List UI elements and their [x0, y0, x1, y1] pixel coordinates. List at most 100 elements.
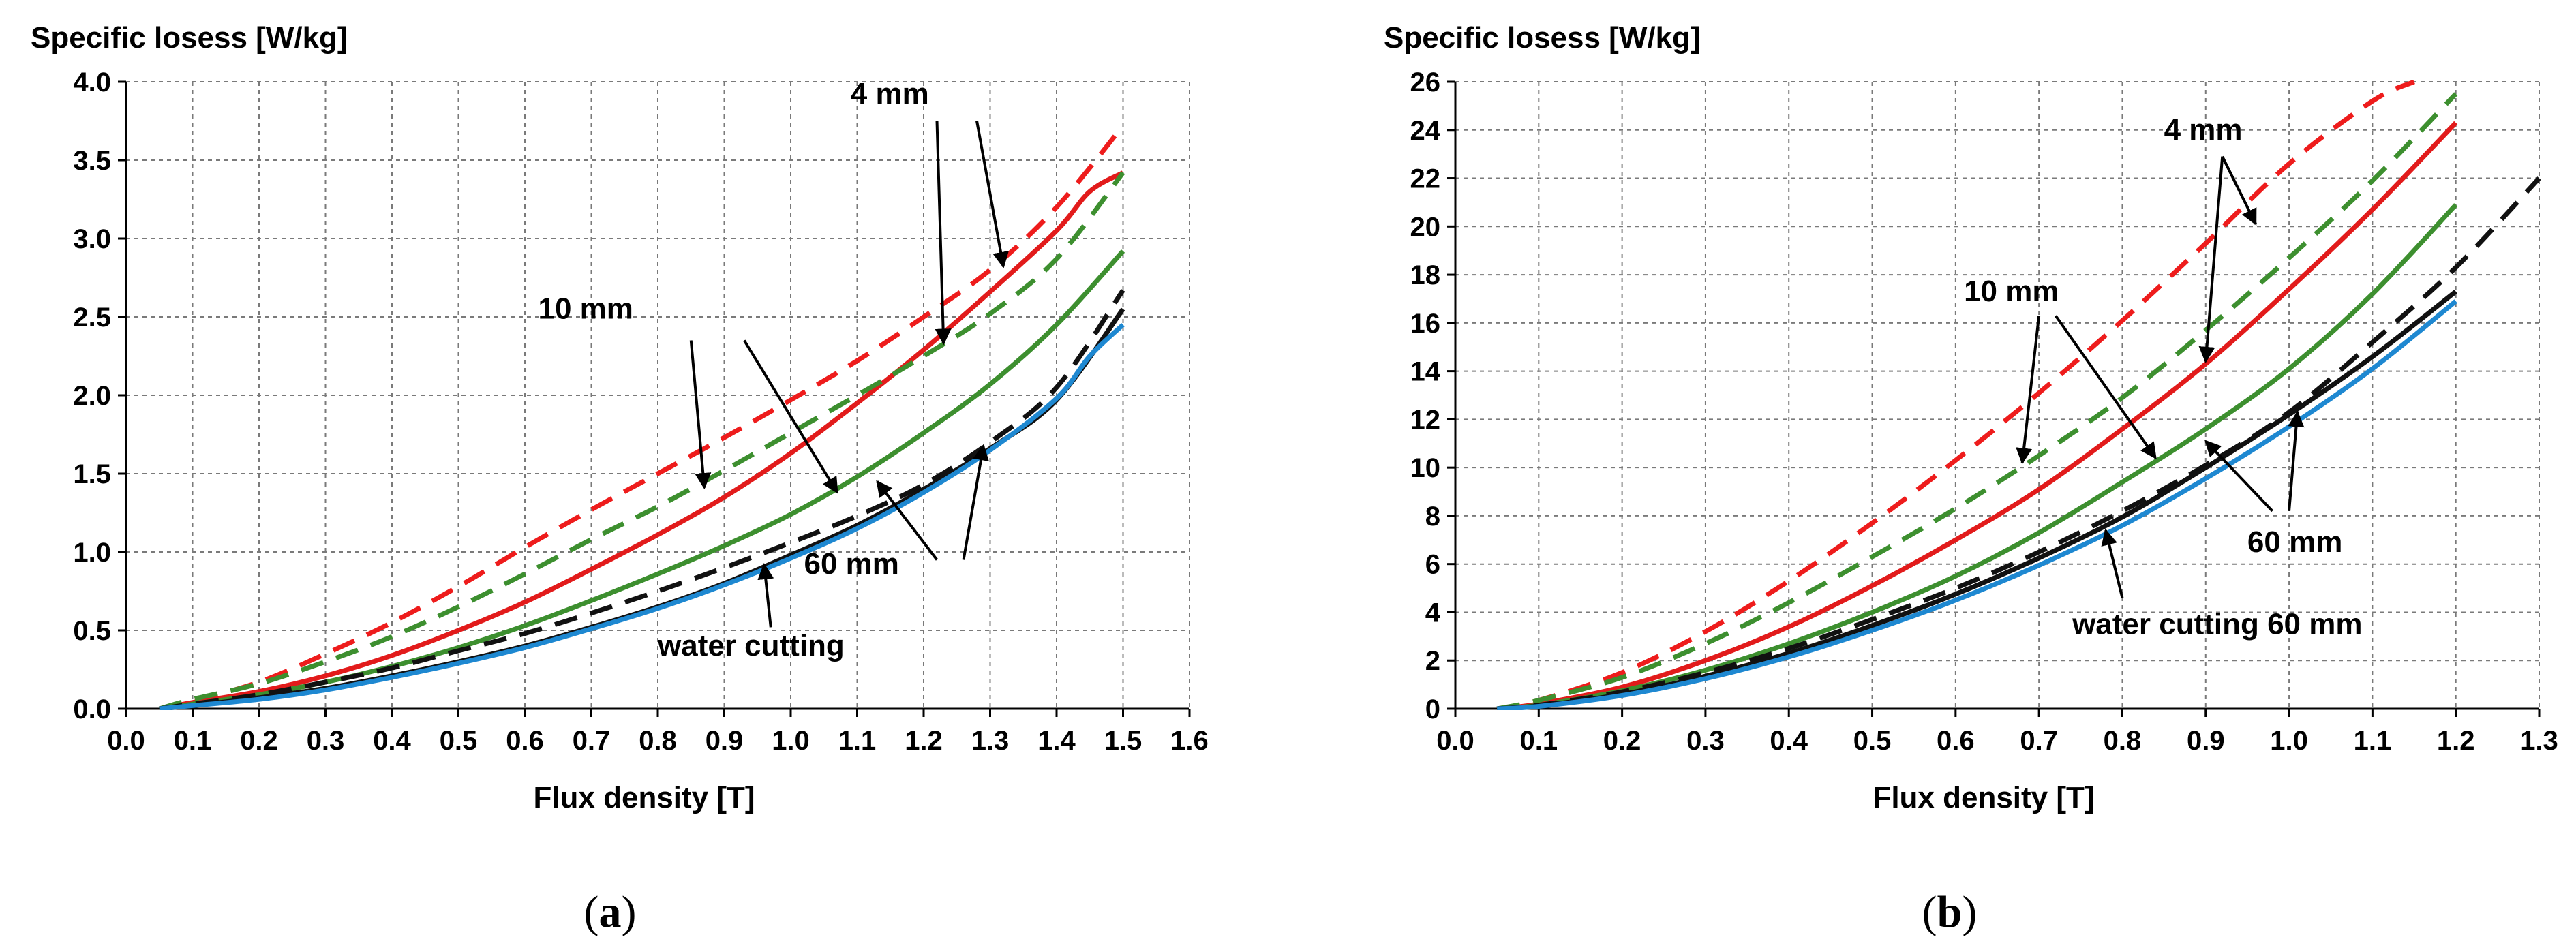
- x-tick-label: 1.3: [2520, 726, 2558, 756]
- series-group: [1496, 80, 2541, 710]
- annotation-arrow: [975, 121, 1009, 268]
- chart-panel-b: 0.0 0.1 0.2 0.3 0.4 0.5 0.6 0.7 0.8 0.9 1.0 1.1 1.2 1…: [1384, 21, 2558, 937]
- y-tick-label: 0: [1425, 694, 1440, 724]
- x-axis-label: Flux density [T]: [533, 781, 755, 814]
- y-tick-label: 3.5: [73, 146, 111, 176]
- x-tick-label: 0.8: [2104, 726, 2142, 756]
- y-tick-label: 2.0: [73, 381, 111, 411]
- y-tick-label: 18: [1410, 260, 1441, 290]
- x-tick-label: 0.9: [706, 726, 744, 756]
- series-line-0: [1496, 80, 2415, 710]
- annotation-1: 10 mm: [539, 292, 838, 494]
- annotation-arrow: [2221, 155, 2257, 226]
- annotation-arrow: [743, 339, 838, 494]
- x-tick-label: 1.4: [1037, 726, 1076, 756]
- x-tick-label: 1.1: [2354, 726, 2392, 756]
- annotation-label: 4 mm: [2164, 113, 2243, 147]
- annotation-arrow: [2054, 315, 2157, 459]
- x-tick-label: 0.5: [1853, 726, 1892, 756]
- x-tick-label: 1.3: [971, 726, 1010, 756]
- chart-title: Specific losess [W/kg]: [1384, 21, 1701, 55]
- x-tick-label: 0.8: [639, 726, 677, 756]
- x-tick-label: 0.3: [307, 726, 345, 756]
- annotation-0: 4 mm: [2164, 113, 2257, 363]
- chart-title: Specific losess [W/kg]: [31, 21, 348, 55]
- y-tick-label: 1.0: [73, 538, 111, 568]
- annotation-arrow: [689, 340, 712, 490]
- x-tick-label: 0.4: [373, 726, 411, 756]
- series-line-4: [159, 288, 1125, 710]
- x-tick-label: 0.2: [1603, 726, 1641, 756]
- annotation-arrow: [2288, 410, 2305, 512]
- y-tick-label: 3.0: [73, 224, 111, 254]
- annotation-arrow: [962, 444, 989, 560]
- annotation-1: 10 mm: [1964, 275, 2157, 465]
- x-tick-label: 0.3: [1686, 726, 1725, 756]
- series-line-1: [1496, 121, 2458, 710]
- x-tick-label: 1.2: [2437, 726, 2475, 756]
- y-tick-label: 0.0: [73, 694, 111, 724]
- panel-caption: (a): [584, 887, 637, 937]
- y-tick-label: 8: [1425, 502, 1440, 532]
- y-tick-label: 24: [1410, 116, 1441, 146]
- panel-caption-letter: b: [1937, 887, 1963, 937]
- annotation-3: water cutting: [657, 563, 845, 662]
- y-tick-label: 16: [1410, 309, 1441, 339]
- series-line-4: [1496, 176, 2541, 710]
- annotation-2: 60 mm: [2204, 410, 2342, 559]
- series-line-0: [159, 124, 1125, 710]
- x-tick-label: 1.1: [838, 726, 877, 756]
- annotation-label: 10 mm: [1964, 275, 2059, 308]
- x-tick-label: 1.6: [1170, 726, 1209, 756]
- x-tick-label: 1.5: [1104, 726, 1142, 756]
- x-tick-label: 0.5: [440, 726, 478, 756]
- chart-panel-a: 0.0 0.1 0.2 0.3 0.4 0.5 0.6 0.7 0.8 0.9 1.0 1.1 1.2 1…: [31, 21, 1209, 937]
- x-axis-label: Flux density [T]: [1873, 781, 2094, 814]
- y-tick-label: 26: [1410, 67, 1441, 97]
- annotation-2: 60 mm: [804, 444, 989, 581]
- series-line-2: [158, 171, 1125, 710]
- x-tick-label: 0.7: [573, 726, 611, 756]
- y-tick-label: 6: [1425, 550, 1440, 580]
- x-tick-label: 0.4: [1770, 726, 1808, 756]
- x-tick-label: 0.0: [107, 726, 145, 756]
- series-line-6: [159, 322, 1125, 710]
- annotation-3: water cutting 60 mm: [2072, 528, 2363, 641]
- y-tick-label: 10: [1410, 453, 1441, 483]
- annotation-label: water cutting: [657, 629, 845, 662]
- series-line-2: [1496, 92, 2458, 710]
- annotation-label: water cutting 60 mm: [2072, 607, 2362, 641]
- x-tick-label: 1.0: [2270, 726, 2308, 756]
- panel-caption: (b): [1922, 887, 1978, 937]
- annotation-arrow: [876, 480, 939, 561]
- x-tick-label: 1.2: [905, 726, 943, 756]
- y-tick-label: 0.5: [73, 616, 111, 646]
- y-tick-label: 12: [1410, 405, 1441, 435]
- annotation-arrow: [757, 563, 774, 628]
- annotation-label: 10 mm: [539, 292, 633, 325]
- annotation-0: 4 mm: [851, 77, 1009, 346]
- plot-area: [1455, 82, 2539, 709]
- x-tick-label: 0.1: [1520, 726, 1558, 756]
- annotation-label: 60 mm: [2247, 525, 2342, 559]
- y-tick-label: 1.5: [73, 459, 111, 489]
- y-tick-label: 4.0: [73, 67, 111, 97]
- annotation-label: 4 mm: [851, 77, 929, 110]
- x-tick-label: 0.0: [1436, 726, 1474, 756]
- y-tick-label: 22: [1410, 164, 1441, 194]
- x-tick-label: 0.6: [1937, 726, 1975, 756]
- series-line-1: [159, 170, 1125, 710]
- y-tick-label: 2: [1425, 646, 1440, 676]
- x-tick-label: 0.6: [506, 726, 544, 756]
- panel-caption-letter: a: [599, 887, 622, 937]
- y-tick-label: 14: [1410, 357, 1441, 387]
- x-tick-label: 0.2: [240, 726, 278, 756]
- y-tick-label: 2.5: [73, 303, 111, 333]
- x-tick-label: 0.1: [174, 726, 212, 756]
- annotation-arrow: [2204, 440, 2274, 512]
- x-tick-label: 0.7: [2020, 726, 2058, 756]
- annotation-arrow: [2016, 316, 2041, 465]
- annotation-arrow: [935, 121, 952, 346]
- x-tick-label: 1.0: [772, 726, 810, 756]
